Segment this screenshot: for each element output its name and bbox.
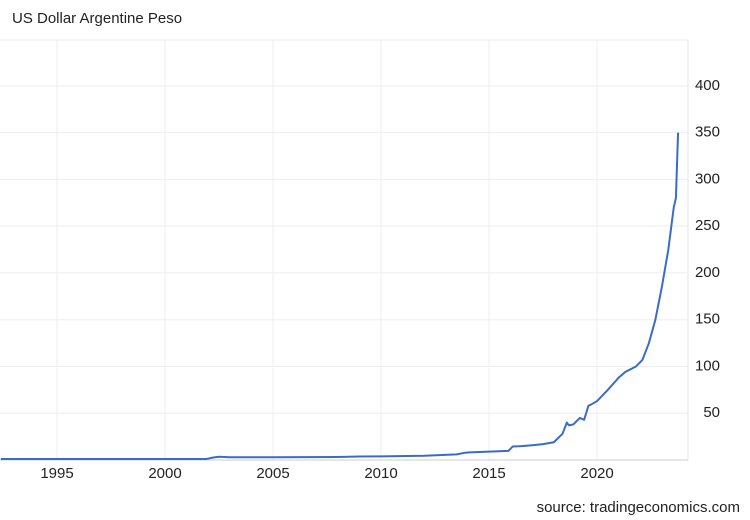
chart-title: US Dollar Argentine Peso (12, 10, 182, 27)
x-tick-label: 2010 (364, 465, 397, 482)
y-tick-label: 300 (695, 170, 720, 187)
y-tick-label: 200 (695, 264, 720, 281)
x-tick-label: 1995 (40, 465, 73, 482)
y-tick-label: 350 (695, 124, 720, 141)
y-tick-label: 100 (695, 357, 720, 374)
y-tick-label: 50 (703, 404, 720, 421)
y-tick-label: 400 (695, 77, 720, 94)
x-tick-label: 2015 (472, 465, 505, 482)
line-series (0, 132, 680, 461)
y-tick-label: 150 (695, 311, 720, 328)
y-tick-label: 250 (695, 217, 720, 234)
source-note: source: tradingeconomics.com (537, 499, 740, 516)
x-tick-label: 2020 (580, 465, 613, 482)
x-tick-label: 2005 (256, 465, 289, 482)
x-tick-label: 2000 (148, 465, 181, 482)
